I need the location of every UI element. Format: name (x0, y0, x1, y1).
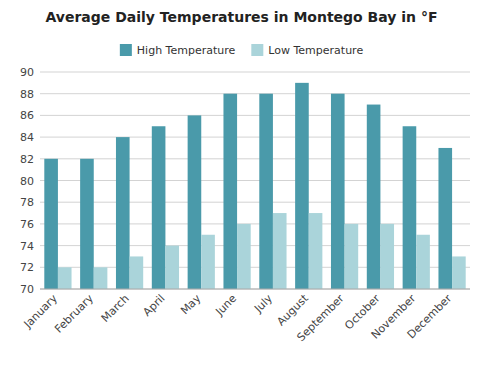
x-tick-label: April (141, 292, 168, 319)
legend-swatch (120, 44, 132, 56)
bar (223, 94, 237, 289)
y-tick-label: 86 (20, 109, 34, 122)
bar (380, 224, 394, 289)
y-tick-label: 76 (20, 218, 34, 231)
bar (58, 267, 72, 289)
grid-line (40, 72, 470, 73)
bar (116, 137, 130, 289)
x-tick-label: September (295, 292, 348, 345)
y-tick-label: 72 (20, 261, 34, 274)
legend-swatch (251, 44, 263, 56)
legend: High Temperature Low Temperature (120, 44, 364, 57)
chart: Average Daily Temperatures in Montego Ba… (0, 0, 483, 367)
grid-line (40, 115, 470, 116)
x-tick-label: May (178, 292, 204, 318)
x-axis-line (40, 289, 470, 290)
bar (331, 94, 345, 289)
x-tick-label: March (99, 292, 132, 325)
bar (259, 94, 273, 289)
x-tick-label: June (212, 292, 239, 319)
title: Average Daily Temperatures in Montego Ba… (45, 9, 437, 25)
y-tick-label: 84 (20, 131, 34, 144)
bar (416, 235, 430, 289)
bar (80, 159, 94, 289)
bar (152, 126, 166, 289)
grid-line (40, 93, 470, 94)
bar (438, 148, 452, 289)
bar (130, 256, 144, 289)
x-tick-label: December (405, 292, 455, 342)
y-tick-label: 82 (20, 153, 34, 166)
bar (44, 159, 58, 289)
y-tick-label: 90 (20, 66, 34, 79)
bar (345, 224, 359, 289)
bars (44, 83, 465, 289)
bar (295, 83, 309, 289)
x-tick-label: February (52, 292, 96, 336)
x-tick-label: July (251, 292, 275, 316)
y-tick-label: 70 (20, 283, 34, 296)
legend-label: High Temperature (137, 44, 236, 57)
bar (165, 246, 179, 289)
bar (403, 126, 417, 289)
grid (40, 72, 470, 289)
bar (273, 213, 287, 289)
grid-line (40, 289, 470, 290)
bar (201, 235, 215, 289)
y-tick-label: 74 (20, 240, 34, 253)
bar (309, 213, 323, 289)
y-tick-label: 78 (20, 196, 34, 209)
bar (452, 256, 466, 289)
bar (367, 105, 381, 289)
bar (237, 224, 251, 289)
legend-label: Low Temperature (268, 44, 363, 57)
y-tick-label: 88 (20, 88, 34, 101)
bar (188, 115, 202, 289)
y-tick-label: 80 (20, 175, 34, 188)
bar (94, 267, 108, 289)
